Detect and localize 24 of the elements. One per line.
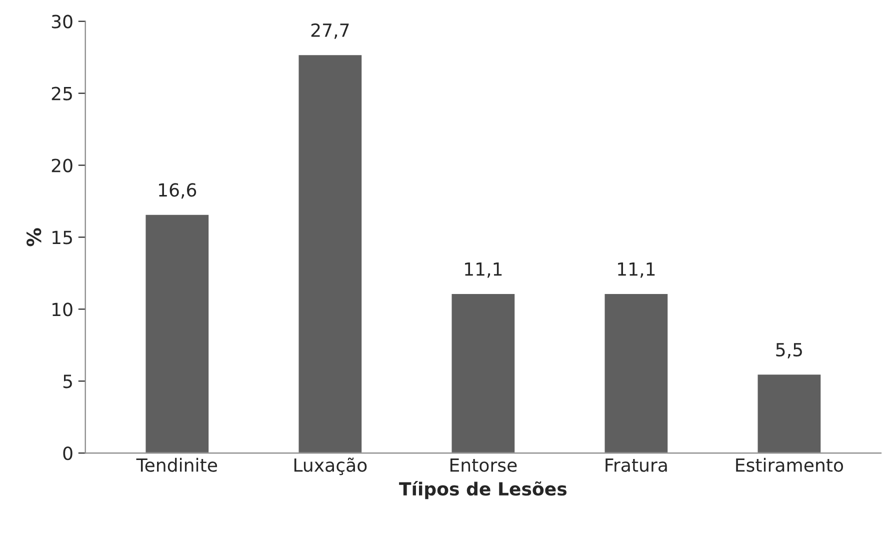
y-tick-label: 0 [63, 446, 72, 460]
bar [297, 54, 363, 454]
x-axis-title: Tíipos de Lesões [399, 480, 567, 500]
y-tick-label: 10 [52, 302, 72, 316]
data-label: 11,1 [618, 262, 655, 278]
data-label: 11,1 [465, 262, 502, 278]
bar [144, 213, 210, 454]
y-tick-label: 15 [52, 230, 72, 244]
data-label: 16,6 [159, 183, 196, 199]
y-tick-label: 25 [52, 86, 72, 100]
x-tick-label: Tendinite [136, 458, 218, 472]
x-tick-label: Entorse [450, 458, 517, 472]
y-tick-label: 5 [63, 374, 72, 388]
bar [603, 292, 670, 454]
y-tick-label: 20 [52, 158, 72, 172]
x-tick-label: Fratura [606, 458, 667, 472]
bar [756, 373, 822, 454]
bar [450, 292, 516, 454]
x-tick-label: Luxação [294, 458, 367, 476]
y-tick-label: 30 [52, 14, 72, 28]
y-axis-title: % [26, 228, 42, 246]
x-tick-label: Estiramento [736, 458, 844, 472]
data-label: 5,5 [776, 343, 802, 358]
data-label: 27,7 [311, 23, 349, 39]
